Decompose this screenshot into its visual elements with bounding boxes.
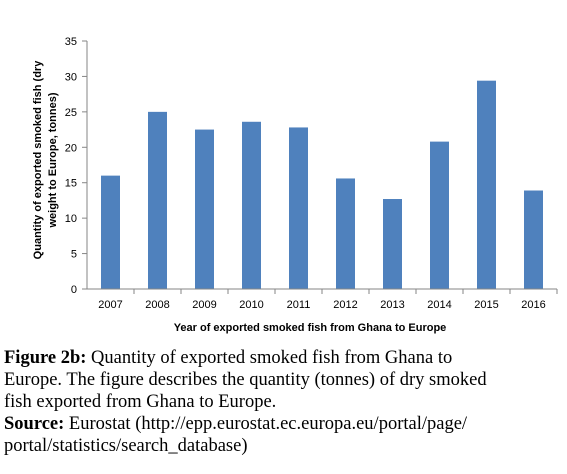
y-tick-label: 0 bbox=[71, 284, 77, 296]
caption-line-1: Figure 2b: Quantity of exported smoked f… bbox=[4, 347, 567, 369]
y-axis-ticks: 0 5 10 15 20 25 30 35 bbox=[65, 36, 87, 296]
bar-2008 bbox=[148, 111, 167, 289]
y-tick-label: 15 bbox=[65, 178, 77, 190]
x-tick-label-2011: 2011 bbox=[287, 299, 311, 311]
bar-2015 bbox=[477, 80, 496, 290]
bar-2013 bbox=[383, 199, 402, 289]
caption-line-4: Source: Eurostat (http://epp.eurostat.ec… bbox=[4, 413, 567, 435]
figure-label: Figure 2b: bbox=[4, 348, 87, 368]
x-tick-label-2015: 2015 bbox=[474, 299, 498, 311]
bar-2016 bbox=[524, 190, 543, 289]
figure-caption: Figure 2b: Quantity of exported smoked f… bbox=[4, 347, 567, 457]
bar-2014 bbox=[430, 141, 449, 289]
bars bbox=[101, 80, 543, 290]
bar-2010 bbox=[242, 121, 261, 289]
figure-text-2: Europe. The figure describes the quantit… bbox=[4, 370, 487, 390]
y-axis-label: Quantity of exported smoked fish (dry we… bbox=[32, 60, 59, 260]
figure-text-1: Quantity of exported smoked fish from Gh… bbox=[86, 348, 453, 368]
source-text-2: portal/statistics/search_database) bbox=[4, 436, 248, 456]
x-tick-label-2016: 2016 bbox=[521, 299, 545, 311]
x-tick-label-2007: 2007 bbox=[98, 299, 122, 311]
y-tick-label: 20 bbox=[65, 142, 77, 154]
y-tick-label: 30 bbox=[65, 71, 77, 83]
bar-chart: Quantity of exported smoked fish (dry we… bbox=[32, 36, 558, 334]
bar-2009 bbox=[195, 129, 214, 289]
y-tick-label: 25 bbox=[65, 107, 77, 119]
source-label: Source: bbox=[4, 414, 65, 434]
y-axis-label-line2: weight to Europe, tonnes) bbox=[47, 92, 59, 228]
bar-2012 bbox=[336, 178, 355, 289]
x-tick-label-2009: 2009 bbox=[192, 299, 216, 311]
bar-2007 bbox=[101, 175, 120, 289]
bar-2011 bbox=[289, 127, 308, 290]
y-axis-label-line1: Quantity of exported smoked fish (dry bbox=[32, 60, 44, 260]
x-tick-label-2014: 2014 bbox=[427, 299, 451, 311]
x-tick-label-2008: 2008 bbox=[145, 299, 169, 311]
source-text-1: Eurostat (http://epp.eurostat.ec.europa.… bbox=[64, 414, 468, 434]
figure-text-3: fish exported from Ghana to Europe. bbox=[4, 392, 277, 412]
y-tick-label: 35 bbox=[65, 36, 77, 48]
x-axis-label: Year of exported smoked fish from Ghana … bbox=[174, 322, 447, 334]
y-tick-label: 10 bbox=[65, 213, 77, 225]
x-tick-label-2010: 2010 bbox=[239, 299, 263, 311]
x-axis-ticks: 2007 2008 2009 2010 2011 2012 2013 2014 2015 2016 bbox=[98, 289, 558, 311]
x-tick-label-2012: 2012 bbox=[333, 299, 357, 311]
x-tick-label-2013: 2013 bbox=[380, 299, 404, 311]
y-tick-label: 5 bbox=[71, 249, 77, 261]
